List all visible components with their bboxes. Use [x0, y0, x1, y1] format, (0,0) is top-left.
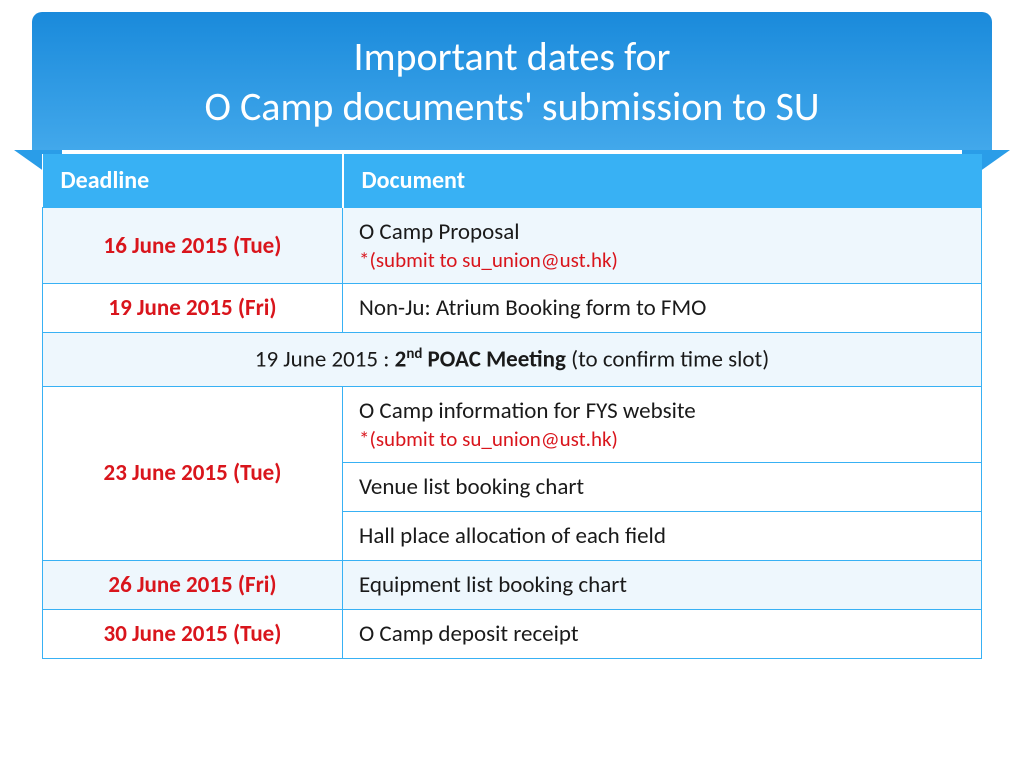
document-cell: Non-Ju: Atrium Booking form to FMO [343, 284, 982, 333]
document-cell: O Camp information for FYS website *(sub… [343, 386, 982, 462]
deadline-cell: 30 June 2015 (Tue) [43, 609, 343, 658]
document-note: *(submit to su_union@ust.hk) [359, 426, 965, 452]
document-text: O Camp information for FYS website [359, 397, 696, 425]
deadline-cell: 16 June 2015 (Tue) [43, 208, 343, 284]
dates-table: Deadline Document 16 June 2015 (Tue) O C… [42, 154, 982, 659]
title-line-2: O Camp documents' submission to SU [52, 82, 972, 132]
document-text: O Camp Proposal [359, 218, 520, 246]
table-header-row: Deadline Document [43, 154, 982, 208]
deadline-cell: 26 June 2015 (Fri) [43, 560, 343, 609]
header-deadline: Deadline [43, 154, 343, 208]
document-note: *(submit to su_union@ust.hk) [359, 247, 965, 273]
meeting-row: 19 June 2015 : 2nd POAC Meeting (to conf… [43, 333, 982, 387]
meeting-prefix: 19 June 2015 : [255, 346, 395, 374]
document-cell: Equipment list booking chart [343, 560, 982, 609]
meeting-strong: POAC Meeting [422, 346, 566, 374]
dates-table-container: Deadline Document 16 June 2015 (Tue) O C… [42, 154, 982, 659]
table-row: 19 June 2015 (Fri) Non-Ju: Atrium Bookin… [43, 284, 982, 333]
meeting-ordinal: 2 [395, 346, 407, 374]
table-row: 23 June 2015 (Tue) O Camp information fo… [43, 386, 982, 462]
table-row: 30 June 2015 (Tue) O Camp deposit receip… [43, 609, 982, 658]
table-row: 26 June 2015 (Fri) Equipment list bookin… [43, 560, 982, 609]
title-line-1: Important dates for [52, 32, 972, 82]
document-cell: Hall place allocation of each field [343, 511, 982, 560]
meeting-suffix: (to confirm time slot) [566, 346, 769, 374]
deadline-cell: 23 June 2015 (Tue) [43, 386, 343, 560]
header-document: Document [343, 154, 982, 208]
document-cell: O Camp deposit receipt [343, 609, 982, 658]
table-row: 16 June 2015 (Tue) O Camp Proposal *(sub… [43, 208, 982, 284]
title-banner: Important dates for O Camp documents' su… [32, 12, 992, 150]
document-cell: Venue list booking chart [343, 462, 982, 511]
deadline-cell: 19 June 2015 (Fri) [43, 284, 343, 333]
document-cell: O Camp Proposal *(submit to su_union@ust… [343, 208, 982, 284]
meeting-cell: 19 June 2015 : 2nd POAC Meeting (to conf… [43, 333, 982, 387]
meeting-ordinal-sup: nd [406, 345, 422, 363]
